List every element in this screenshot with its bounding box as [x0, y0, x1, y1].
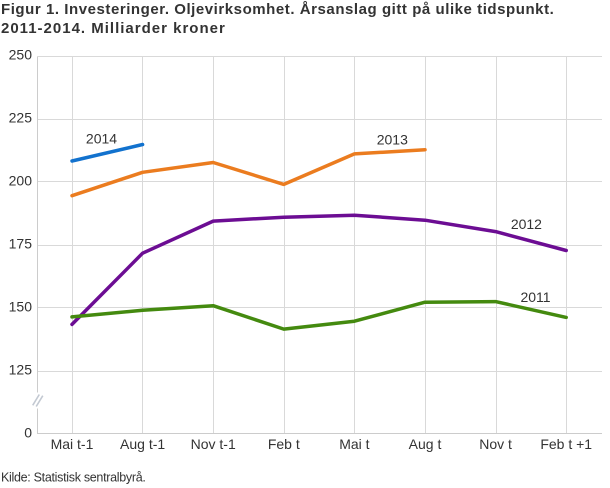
svg-text:225: 225: [9, 110, 33, 126]
svg-text:Aug t-1: Aug t-1: [120, 436, 165, 452]
svg-text:175: 175: [9, 236, 33, 252]
svg-text:2012: 2012: [511, 216, 542, 232]
svg-text:Nov t: Nov t: [479, 436, 512, 452]
svg-text:Nov t-1: Nov t-1: [191, 436, 236, 452]
svg-text:200: 200: [9, 173, 33, 189]
svg-text:Mai t: Mai t: [339, 436, 369, 452]
svg-text:150: 150: [9, 299, 33, 315]
svg-text:2014: 2014: [86, 131, 117, 147]
svg-text:Aug t: Aug t: [409, 436, 442, 452]
svg-text:2011: 2011: [520, 289, 550, 305]
svg-text:0: 0: [24, 425, 32, 441]
svg-text:125: 125: [9, 362, 33, 378]
svg-text:Mai t-1: Mai t-1: [51, 436, 94, 452]
svg-text:Feb t: Feb t: [268, 436, 300, 452]
svg-text:Kilde: Statistisk sentralbyrå.: Kilde: Statistisk sentralbyrå.: [1, 471, 146, 485]
svg-text:Feb t +1: Feb t +1: [540, 436, 592, 452]
svg-text:250: 250: [9, 47, 33, 63]
svg-text:2013: 2013: [377, 132, 408, 148]
